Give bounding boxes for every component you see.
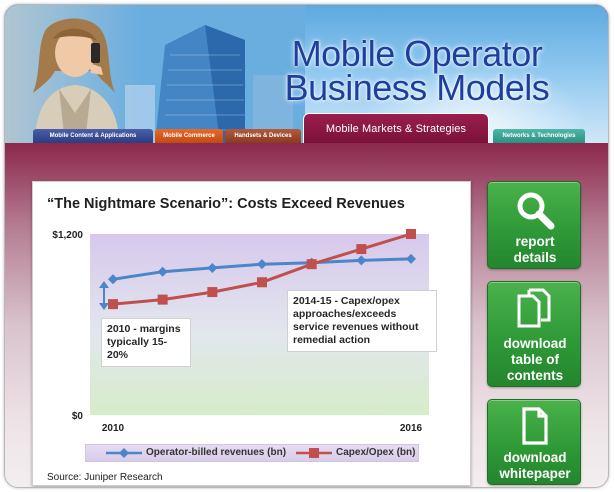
tab-mobile-commerce[interactable]: Mobile Commerce (155, 129, 223, 143)
magnifier-icon (517, 192, 555, 230)
legend-label-capex: Capex/Opex (bn) (336, 447, 416, 458)
download-toc-label-line2: table of (510, 352, 559, 367)
data-point-revenues (207, 262, 218, 273)
legend-swatch-revenues (106, 448, 142, 458)
data-point-capex (157, 294, 168, 305)
report-details-label-line2: details (513, 250, 557, 265)
chart-legend: Operator-billed revenues (bn) Capex/Opex… (85, 444, 419, 462)
banner-title-line1: Mobile Operator (291, 33, 543, 74)
legend-label-revenues: Operator-billed revenues (bn) (146, 447, 287, 458)
annotation-margins: 2010 - margins typically 15-20% (101, 318, 191, 367)
banner: Mobile Operator Business Models Mobile C… (5, 5, 608, 143)
data-point-capex (356, 244, 367, 255)
margin-arrow-icon (99, 281, 109, 310)
report-details-label-line1: report (515, 234, 555, 249)
chart-card: “The Nightmare Scenario”: Costs Exceed R… (32, 181, 471, 486)
annotation-margins-line1: 2010 - margins (107, 323, 181, 335)
annotation-capex: 2014-15 - Capex/opex approaches/exceeds … (287, 290, 437, 352)
banner-title: Mobile Operator Business Models (237, 33, 597, 108)
legend-swatch-capex (296, 448, 332, 458)
download-whitepaper-label-line1: download (503, 450, 567, 465)
download-table-of-contents-button[interactable]: download table of contents (487, 281, 581, 387)
annotation-capex-line3: service revenues without (293, 321, 419, 333)
data-point-revenues (406, 253, 416, 264)
download-whitepaper-button[interactable]: download whitepaper (487, 399, 581, 485)
x-tick-label: 2010 (102, 423, 125, 434)
tab-mobile-content-applications[interactable]: Mobile Content & Applications (33, 129, 153, 143)
document-icon (522, 407, 548, 445)
annotation-capex-line2: approaches/exceeds (293, 308, 397, 320)
x-tick-label: 2016 (400, 423, 423, 434)
data-point-capex (207, 287, 218, 298)
documents-icon (517, 288, 551, 328)
tab-networks-technologies[interactable]: Networks & Technologies (493, 129, 585, 143)
woman-on-phone-image (33, 18, 119, 143)
download-whitepaper-label-line2: whitepaper (499, 466, 571, 481)
nav-tabs: Mobile Content & Applications Mobile Com… (5, 113, 608, 143)
banner-title-line2: Business Models (284, 67, 550, 108)
data-point-capex (257, 277, 267, 288)
y-tick-label: $0 (72, 411, 84, 422)
annotation-capex-line4: remedial action (293, 334, 371, 346)
data-point-capex (108, 299, 118, 310)
annotation-capex-line1: 2014-15 - Capex/opex (293, 295, 400, 307)
data-point-capex (306, 259, 317, 270)
download-toc-label-line1: download (503, 336, 567, 351)
tab-mobile-markets-strategies[interactable]: Mobile Markets & Strategies (303, 113, 489, 143)
report-details-button[interactable]: report details (487, 181, 581, 269)
chart-source: Source: Juniper Research (47, 472, 163, 483)
data-point-revenues (157, 266, 168, 277)
data-point-revenues (356, 255, 367, 266)
data-point-capex (406, 229, 416, 239)
download-toc-label-line3: contents (506, 368, 564, 383)
y-tick-label: $1,200 (52, 230, 83, 241)
chart-title: “The Nightmare Scenario”: Costs Exceed R… (47, 196, 405, 212)
tab-handsets-devices[interactable]: Handsets & Devices (225, 129, 301, 143)
page-frame: Mobile Operator Business Models Mobile C… (4, 4, 609, 488)
data-point-revenues (108, 274, 118, 285)
annotation-margins-line2: typically 15-20% (107, 336, 168, 361)
data-point-revenues (257, 259, 267, 270)
